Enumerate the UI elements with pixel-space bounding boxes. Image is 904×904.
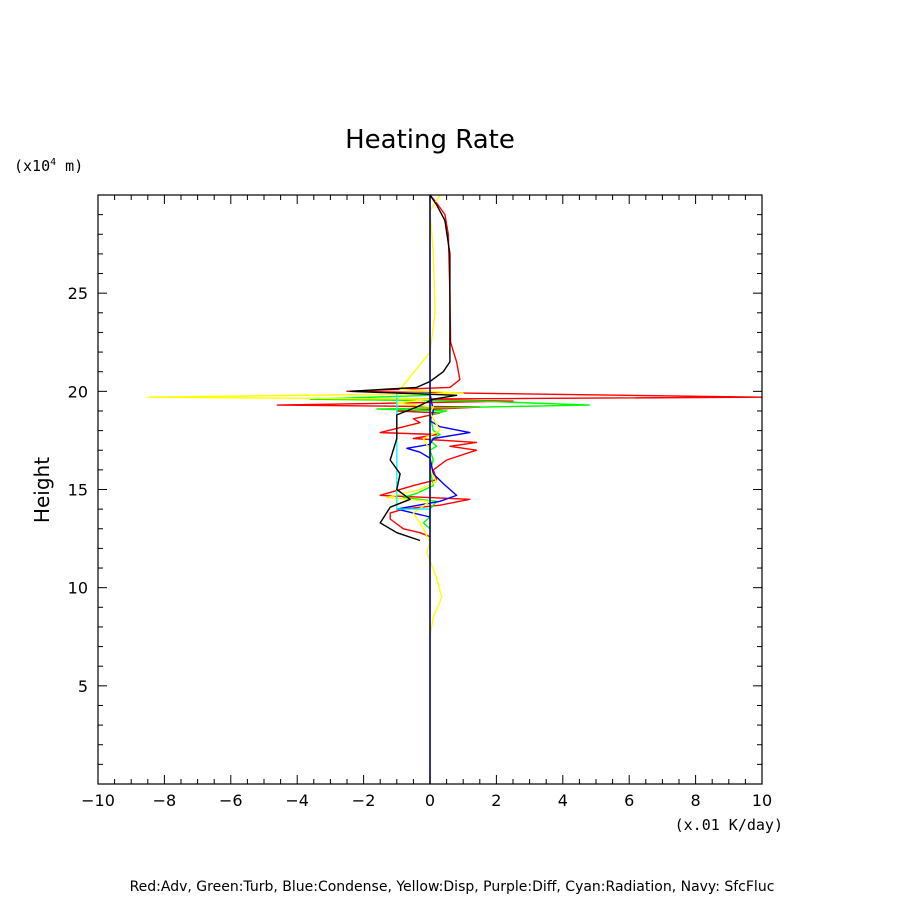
series-line-adv (276, 194, 763, 538)
x-tick-label: 0 (425, 791, 435, 810)
x-tick-label: 6 (624, 791, 634, 810)
y-unit-suffix: m) (56, 157, 83, 175)
x-tick-label: 4 (558, 791, 568, 810)
x-tick-label: 10 (752, 791, 772, 810)
x-tick-label: −4 (285, 791, 309, 810)
chart-title: Heating Rate (345, 125, 515, 155)
y-tick-label: 10 (68, 579, 88, 598)
x-tick-label: −6 (219, 791, 243, 810)
x-tick-label: −10 (81, 791, 115, 810)
series-line-turb (309, 394, 591, 530)
y-unit-exponent: 4 (50, 157, 56, 168)
y-unit-prefix: (x10 (14, 157, 50, 175)
y-axis-label: Height (30, 457, 54, 523)
legend-footnote: Red:Adv, Green:Turb, Blue:Condense, Yell… (130, 879, 775, 895)
series-line-total (349, 194, 458, 542)
series-line-disp (147, 194, 464, 637)
x-tick-label: −8 (153, 791, 177, 810)
x-tick-label: 2 (491, 791, 501, 810)
x-tick-label: −2 (352, 791, 376, 810)
y-tick-label: 5 (78, 677, 88, 696)
x-axis-label: (x.01 K/day) (675, 816, 783, 834)
plot-area: −10 −8 −6 −4 −2 0 2 4 6 8 10 5 10 15 20 25 (68, 194, 772, 810)
y-tick-label: 15 (68, 481, 88, 500)
y-tick-label: 20 (68, 382, 88, 401)
x-tick-label: 8 (691, 791, 701, 810)
y-unit-label: (x104 m) (14, 157, 83, 175)
y-tick-label: 25 (68, 284, 88, 303)
